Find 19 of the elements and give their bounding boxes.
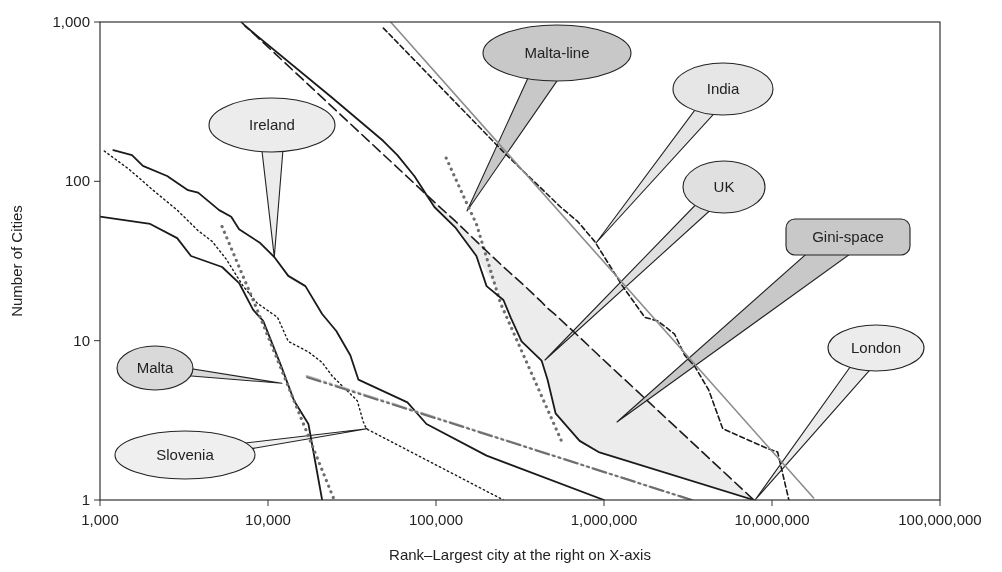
x-tick-label: 1,000,000 bbox=[570, 511, 638, 528]
y-tick-label: 1,000 bbox=[52, 13, 90, 30]
annotation: Ireland bbox=[249, 116, 295, 133]
annotation: UK bbox=[713, 178, 735, 195]
y-tick-label: 1 bbox=[81, 491, 90, 508]
annotation: India bbox=[706, 80, 740, 97]
x-tick-label: 100,000 bbox=[408, 511, 464, 528]
annotation: Malta-line bbox=[524, 44, 590, 61]
x-tick-label: 10,000 bbox=[245, 511, 291, 528]
x-tick-label: 100,000,000 bbox=[898, 511, 982, 528]
y-tick-label: 10 bbox=[73, 331, 90, 349]
annotation: Gini-space bbox=[812, 228, 884, 245]
annotation: London bbox=[850, 339, 902, 356]
annotation: Slovenia bbox=[156, 446, 215, 463]
y-tick-label: 100 bbox=[64, 172, 90, 190]
x-axis-title: Rank–Largest city at the right on X-axis bbox=[389, 546, 651, 563]
annotation: Malta bbox=[136, 359, 174, 376]
y-axis-title: Number of Cities bbox=[8, 205, 25, 317]
x-tick-label: 10,000,000 bbox=[734, 511, 810, 528]
